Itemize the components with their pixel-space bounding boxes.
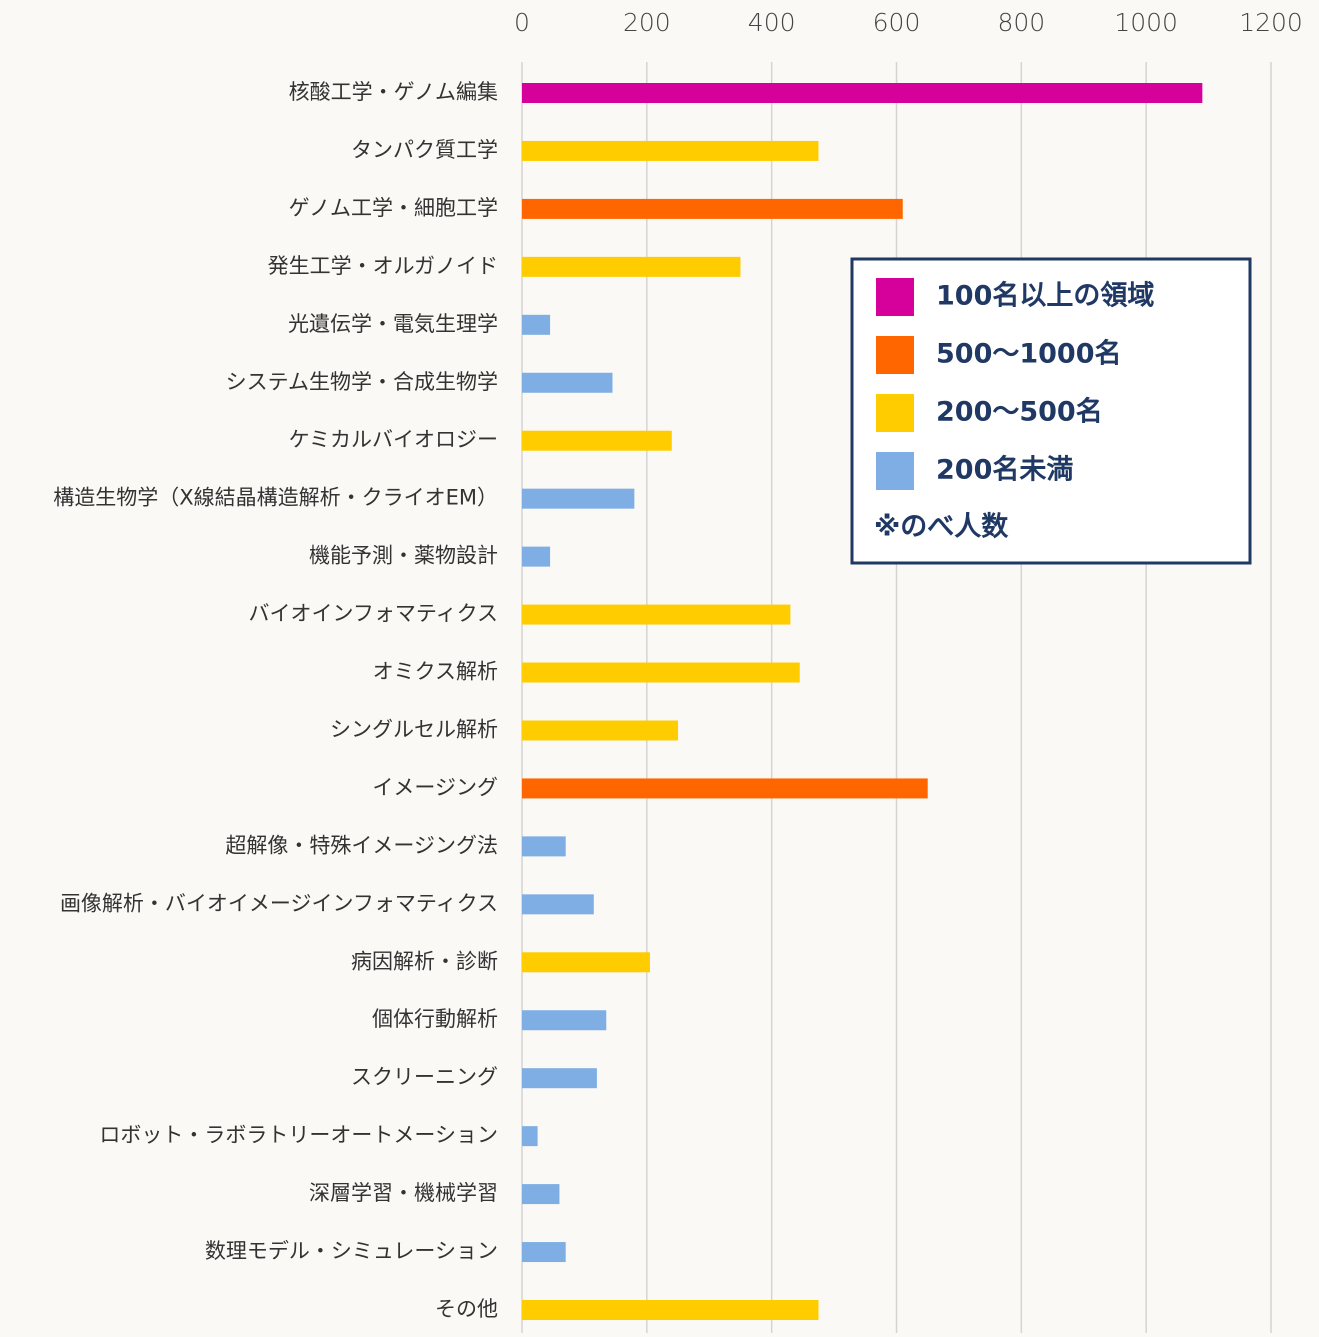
y-tick-label: 機能予測・薬物設計	[309, 544, 498, 568]
y-tick-label: 超解像・特殊イメージング法	[225, 833, 498, 857]
legend: ※のべ人数 100名以上の領域 500〜1000名 200〜500名 200名未満	[852, 259, 1250, 563]
y-tick-label: 構造生物学（X線結晶構造解析・クライオEM）	[53, 486, 498, 510]
y-tick-label: スクリーニング	[351, 1065, 498, 1089]
y-tick-label: 光遺伝学・電気生理学	[288, 312, 498, 336]
x-tick-label: 400	[748, 8, 796, 37]
legend-label: 100名以上の領域	[936, 280, 1154, 312]
y-tick-label: ロボット・ラボラトリーオートメーション	[99, 1123, 498, 1147]
y-tick-label: イメージング	[372, 775, 498, 799]
x-tick-label: 600	[873, 8, 921, 37]
legend-note: ※のべ人数	[874, 512, 1009, 543]
bar	[522, 431, 672, 451]
bar	[522, 1010, 606, 1030]
y-tick-label: 病因解析・診断	[351, 949, 498, 973]
y-tick-label: 画像解析・バイオイメージインフォマティクス	[60, 891, 498, 915]
bar	[522, 952, 650, 972]
legend-swatch	[876, 336, 914, 374]
y-tick-label: バイオインフォマティクス	[249, 602, 498, 626]
bar	[522, 778, 928, 798]
bar	[522, 894, 594, 914]
y-tick-label: 深層学習・機械学習	[309, 1181, 498, 1205]
bar	[522, 1126, 538, 1146]
bar	[522, 1242, 566, 1262]
y-tick-label: 発生工学・オルガノイド	[268, 254, 498, 278]
y-tick-label: タンパク質工学	[351, 138, 498, 162]
bar	[522, 257, 740, 277]
bar	[522, 605, 790, 625]
bar	[522, 489, 634, 509]
bar	[522, 720, 678, 740]
y-tick-label: 核酸工学・ゲノム編集	[289, 80, 498, 104]
bar	[522, 663, 800, 683]
legend-swatch	[876, 452, 914, 490]
legend-label: 500〜1000名	[936, 338, 1122, 370]
y-tick-label: 個体行動解析	[372, 1007, 498, 1031]
legend-label: 200名未満	[936, 454, 1073, 486]
bar	[522, 83, 1202, 103]
y-tick-label: オミクス解析	[373, 660, 498, 684]
bar	[522, 141, 818, 161]
bar	[522, 547, 550, 567]
bar	[522, 836, 566, 856]
legend-swatch	[876, 394, 914, 432]
x-tick-label: 800	[997, 8, 1045, 37]
bar	[522, 199, 903, 219]
x-tick-label: 0	[514, 8, 530, 37]
legend-label: 200〜500名	[936, 396, 1103, 428]
bar	[522, 315, 550, 335]
x-tick-label: 200	[623, 8, 671, 37]
y-tick-label: シングルセル解析	[330, 717, 498, 741]
bar	[522, 1068, 597, 1088]
legend-swatch	[876, 278, 914, 316]
x-tick-label: 1000	[1114, 8, 1178, 37]
y-tick-label: その他	[435, 1297, 498, 1321]
bar	[522, 373, 613, 393]
bar	[522, 1300, 818, 1320]
y-tick-label: システム生物学・合成生物学	[226, 370, 498, 394]
y-tick-label: ケミカルバイオロジー	[289, 428, 498, 452]
y-tick-label: ゲノム工学・細胞工学	[289, 196, 498, 220]
bar	[522, 1184, 559, 1204]
chart: 0 200 400 600 800 1000 1200 核酸工学・ゲノム編集タンパク質工学ゲノ…	[0, 0, 1319, 1333]
y-tick-label: 数理モデル・シミュレーション	[205, 1239, 498, 1263]
x-tick-label: 1200	[1239, 8, 1303, 37]
